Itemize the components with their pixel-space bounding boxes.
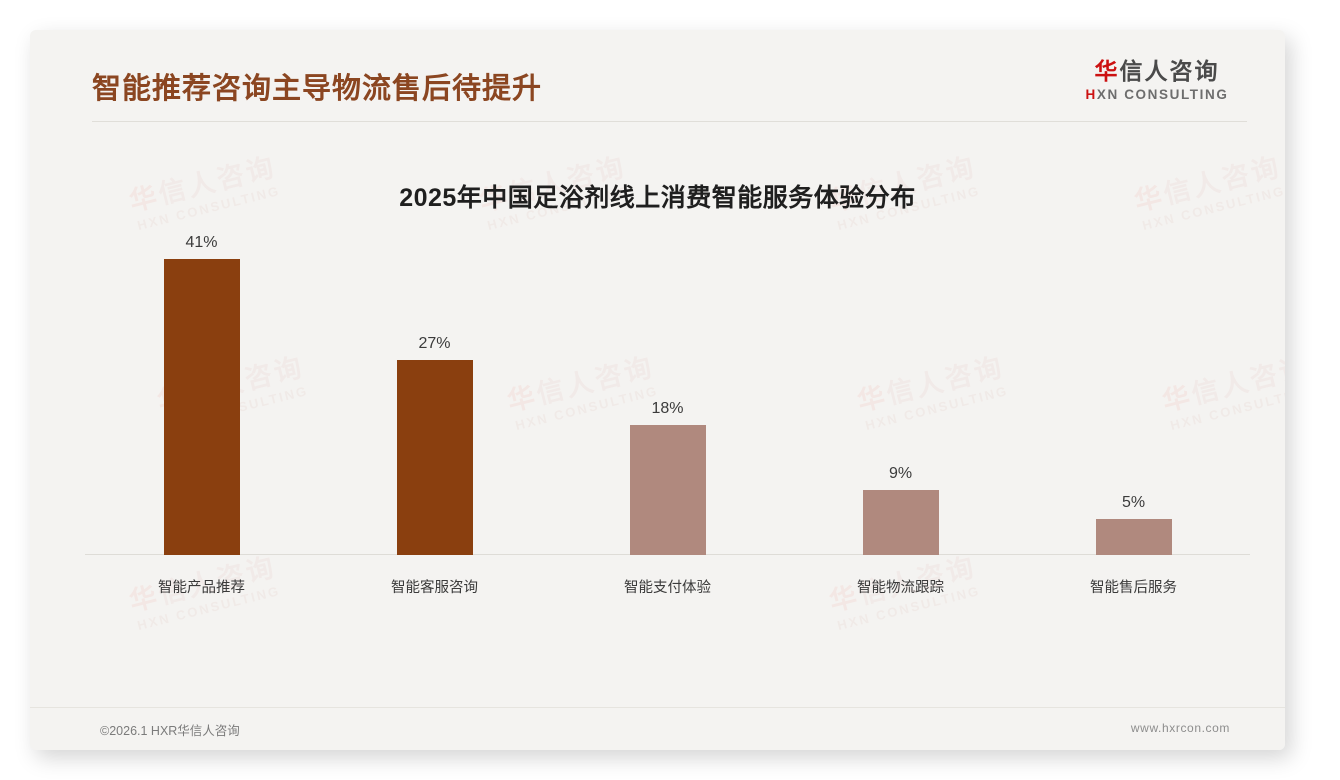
chart-bar[interactable] (163, 259, 240, 555)
bar-group: 18% (551, 230, 784, 555)
logo-english-text: HXN CONSULTING (1067, 87, 1247, 102)
x-axis-category-label: 智能售后服务 (1090, 580, 1177, 596)
chart-bar[interactable] (862, 490, 939, 555)
chart-plot-area: 41% 27% 18% 9% 5% (85, 230, 1250, 555)
bar-value-label: 27% (418, 335, 451, 352)
chart-bar[interactable] (1095, 519, 1172, 555)
footer-copyright: ©2026.1 HXR华信人咨询 (100, 724, 240, 738)
header-divider (92, 121, 1247, 122)
x-axis-category-label: 智能物流跟踪 (857, 580, 944, 596)
logo-cn-rest: 信人咨询 (1119, 58, 1220, 84)
bar-value-label: 41% (185, 234, 218, 251)
slide-card: 华信人咨询 HXN CONSULTING 华信人咨询 HXN CONSULTING 华信… (30, 30, 1285, 750)
bar-group: 5% (1017, 230, 1250, 555)
x-axis-category-label: 智能产品推荐 (158, 580, 245, 596)
bar-group: 9% (784, 230, 1017, 555)
bar-value-label: 18% (651, 400, 684, 417)
logo-en-rest: XN CONSULTING (1096, 87, 1229, 103)
bar-value-label: 5% (1121, 494, 1146, 511)
chart-bar[interactable] (629, 425, 706, 555)
chart-bar[interactable] (396, 360, 473, 555)
logo-en-red-char: H (1085, 87, 1097, 103)
page-title: 智能推荐咨询主导物流售后待提升 (92, 73, 543, 105)
x-axis-category-label: 智能客服咨询 (391, 580, 478, 596)
logo-cn-red-char: 华 (1094, 58, 1120, 84)
x-axis-category-label: 智能支付体验 (624, 580, 711, 596)
slide-header: 智能推荐咨询主导物流售后待提升 华信人咨询 HXN CONSULTING (30, 30, 1285, 122)
chart-title: 2025年中国足浴剂线上消费智能服务体验分布 (399, 184, 916, 212)
footer-website[interactable]: www.hxrcon.com (1130, 721, 1230, 735)
bar-group: 41% (85, 230, 318, 555)
logo-chinese-text: 华信人咨询 (1067, 58, 1247, 84)
bar-value-label: 9% (888, 465, 913, 482)
company-logo: 华信人咨询 HXN CONSULTING (1067, 58, 1247, 102)
bar-group: 27% (318, 230, 551, 555)
slide-footer: ©2026.1 HXR华信人咨询 www.hxrcon.com (30, 707, 1285, 750)
